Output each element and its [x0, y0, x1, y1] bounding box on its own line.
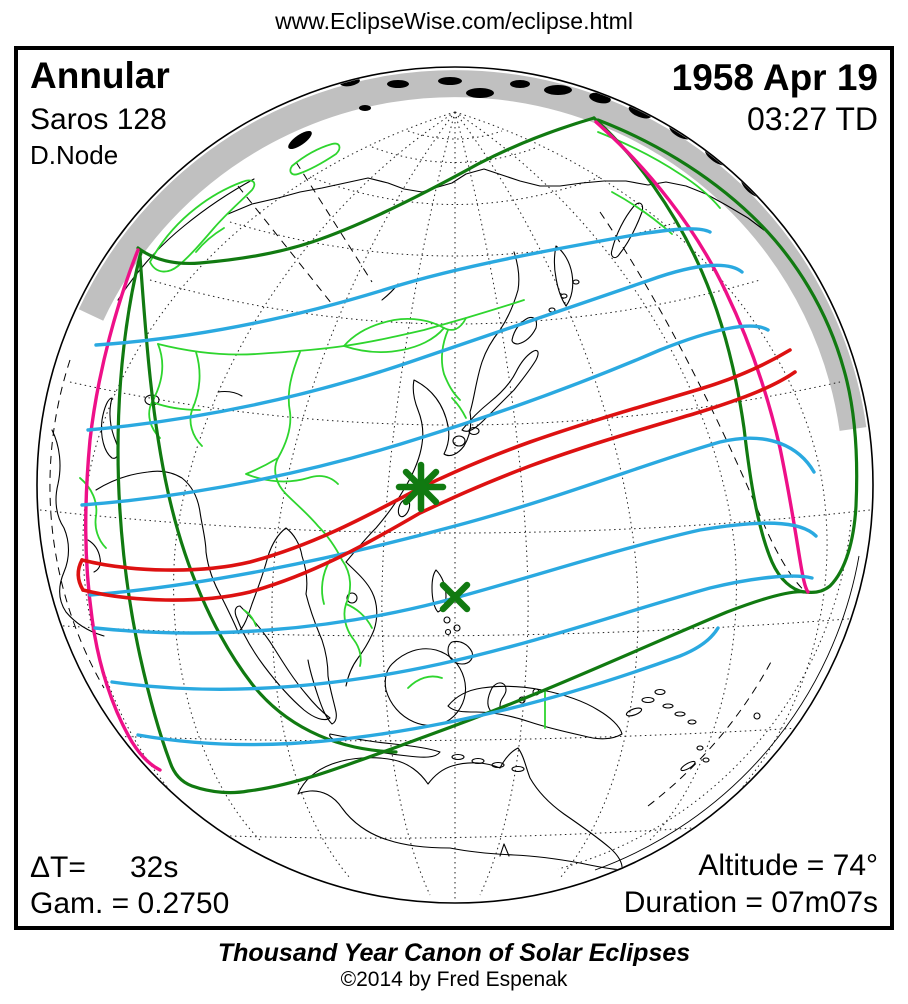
graticule	[39, 111, 871, 902]
coastlines	[51, 168, 765, 893]
node-label: D.Node	[30, 140, 118, 170]
magnitude-contour-s2	[93, 521, 818, 635]
delta-t-value: 32s	[130, 851, 178, 884]
central-path-north-limit	[80, 348, 792, 572]
altitude-value: Altitude = 74°	[698, 849, 878, 882]
central-path-west-cap	[76, 558, 85, 592]
map-frame	[14, 46, 894, 930]
eclipse-date: 1958 Apr 19	[672, 57, 878, 98]
site-url: www.EclipseWise.com/eclipse.html	[274, 8, 633, 34]
dashed-guides	[49, 161, 807, 807]
eclipse-time: 03:27 TD	[747, 101, 878, 137]
central-path-south-limit	[81, 370, 797, 602]
magnitude-contour-n1	[94, 227, 712, 347]
saros-label: Saros 128	[30, 103, 167, 136]
magnitude-contour-s3	[110, 574, 814, 692]
magnitude-contour-n3	[80, 324, 770, 507]
magnitude-contour-s4	[136, 626, 720, 747]
eclipse-type-label: Annular	[30, 55, 170, 96]
penumbra-east-outer-limit	[596, 118, 859, 594]
twilight-band	[78, 70, 867, 431]
greatest-eclipse-marker	[395, 461, 447, 513]
penumbra-west-south-limit	[116, 250, 808, 795]
greatest-duration-marker	[439, 581, 471, 613]
copyright-line: ©2014 by Fred Espenak	[341, 968, 568, 991]
penumbra-east-inner-limit	[592, 116, 806, 594]
gamma-value: Gam. = 0.2750	[30, 887, 229, 920]
limb-parallel-line	[594, 555, 860, 871]
duration-value: Duration = 07m07s	[624, 886, 878, 919]
magnitude-contour-s1	[88, 436, 816, 597]
penumbra-northern-limit	[136, 116, 596, 266]
sunset-curve-east	[594, 120, 810, 594]
delta-t-label: ΔT=	[30, 851, 86, 884]
eclipse-curves	[76, 116, 859, 795]
magnitude-contour-n2	[86, 263, 744, 432]
sunrise-curve-west	[84, 248, 162, 772]
series-title: Thousand Year Canon of Solar Eclipses	[218, 939, 690, 967]
